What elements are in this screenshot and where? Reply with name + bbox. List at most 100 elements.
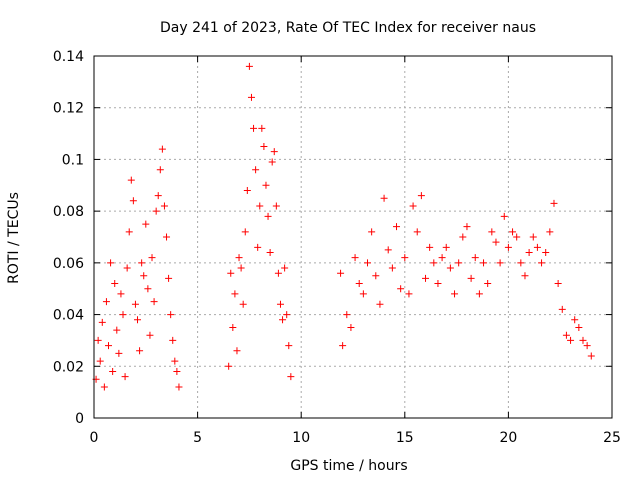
- data-point: [364, 259, 372, 267]
- data-point: [562, 331, 570, 339]
- data-point: [272, 202, 280, 210]
- data-point: [405, 290, 413, 298]
- y-tick-label: 0.1: [62, 152, 84, 168]
- data-point: [100, 383, 108, 391]
- data-point: [430, 259, 438, 267]
- data-point: [158, 145, 166, 153]
- data-point: [231, 290, 239, 298]
- data-point: [117, 290, 125, 298]
- data-point: [131, 300, 139, 308]
- data-point: [274, 269, 282, 277]
- data-point: [285, 342, 293, 350]
- data-point: [109, 367, 117, 375]
- data-point: [587, 352, 595, 360]
- data-point: [368, 228, 376, 236]
- y-tick-label: 0: [75, 411, 84, 427]
- data-point: [281, 264, 289, 272]
- data-point: [256, 202, 264, 210]
- data-point: [111, 280, 119, 288]
- data-point: [422, 274, 430, 282]
- data-point: [94, 336, 102, 344]
- data-point: [337, 269, 345, 277]
- data-point: [254, 243, 262, 251]
- data-point: [347, 324, 355, 331]
- data-point: [451, 290, 459, 298]
- data-point: [98, 318, 106, 326]
- data-point: [446, 264, 454, 272]
- data-point: [229, 324, 237, 331]
- data-point: [438, 254, 446, 262]
- grid-layer: [94, 56, 612, 418]
- y-tick-label: 0.08: [53, 204, 84, 220]
- data-point: [156, 166, 164, 174]
- data-point: [160, 202, 168, 210]
- data-point: [225, 362, 233, 370]
- data-point: [571, 316, 579, 324]
- data-point: [171, 357, 179, 365]
- data-point: [235, 254, 243, 262]
- data-point: [175, 383, 183, 391]
- data-point: [426, 243, 434, 251]
- data-point: [546, 228, 554, 236]
- data-point: [504, 243, 512, 251]
- y-tick-label: 0.04: [53, 308, 84, 324]
- data-point: [575, 324, 583, 331]
- data-point: [434, 280, 442, 288]
- data-point: [409, 202, 417, 210]
- data-point: [136, 347, 144, 355]
- data-point: [167, 311, 175, 319]
- data-point: [542, 249, 550, 257]
- data-point: [388, 264, 396, 272]
- data-point: [351, 254, 359, 262]
- data-point: [579, 336, 587, 344]
- data-point: [384, 246, 392, 254]
- data-point: [417, 192, 425, 200]
- data-point: [154, 192, 162, 200]
- chart-title: Day 241 of 2023, Rate Of TEC Index for r…: [160, 20, 536, 36]
- data-point: [163, 233, 171, 241]
- data-point: [583, 342, 591, 350]
- data-point: [134, 316, 142, 324]
- y-tick-label: 0.02: [53, 359, 84, 375]
- data-point: [471, 254, 479, 262]
- data-point: [264, 212, 272, 220]
- tick-labels: 0 5 10 15 20 25 0 0.02 0.04 0.06 0.08 0.1 0.12 0.14: [53, 49, 621, 446]
- data-point: [517, 259, 525, 267]
- data-point: [484, 280, 492, 288]
- data-point: [150, 298, 158, 306]
- data-point: [127, 176, 135, 184]
- data-point: [123, 264, 131, 272]
- data-point: [102, 298, 110, 306]
- data-point: [270, 148, 278, 156]
- data-point: [496, 259, 504, 267]
- data-point: [380, 194, 388, 202]
- x-tick-label: 0: [90, 430, 99, 446]
- data-point: [152, 207, 160, 215]
- data-point: [121, 373, 129, 381]
- data-point: [343, 311, 351, 319]
- data-point: [239, 300, 247, 308]
- data-point: [376, 300, 384, 308]
- data-point: [250, 124, 258, 132]
- data-point: [276, 300, 284, 308]
- data-point: [372, 272, 380, 280]
- data-point: [266, 249, 274, 257]
- data-point: [397, 285, 405, 293]
- data-point: [550, 199, 558, 207]
- data-point: [279, 316, 287, 324]
- data-point: [287, 373, 295, 381]
- data-point: [554, 280, 562, 288]
- data-point: [140, 272, 148, 280]
- data-point: [241, 228, 249, 236]
- data-point: [169, 336, 177, 344]
- data-point: [148, 254, 156, 262]
- data-point: [413, 228, 421, 236]
- data-point: [533, 243, 541, 251]
- data-point: [525, 249, 533, 257]
- data-point: [359, 290, 367, 298]
- data-point: [260, 143, 268, 150]
- data-point: [245, 62, 253, 70]
- data-point: [488, 228, 496, 236]
- data-point: [480, 259, 488, 267]
